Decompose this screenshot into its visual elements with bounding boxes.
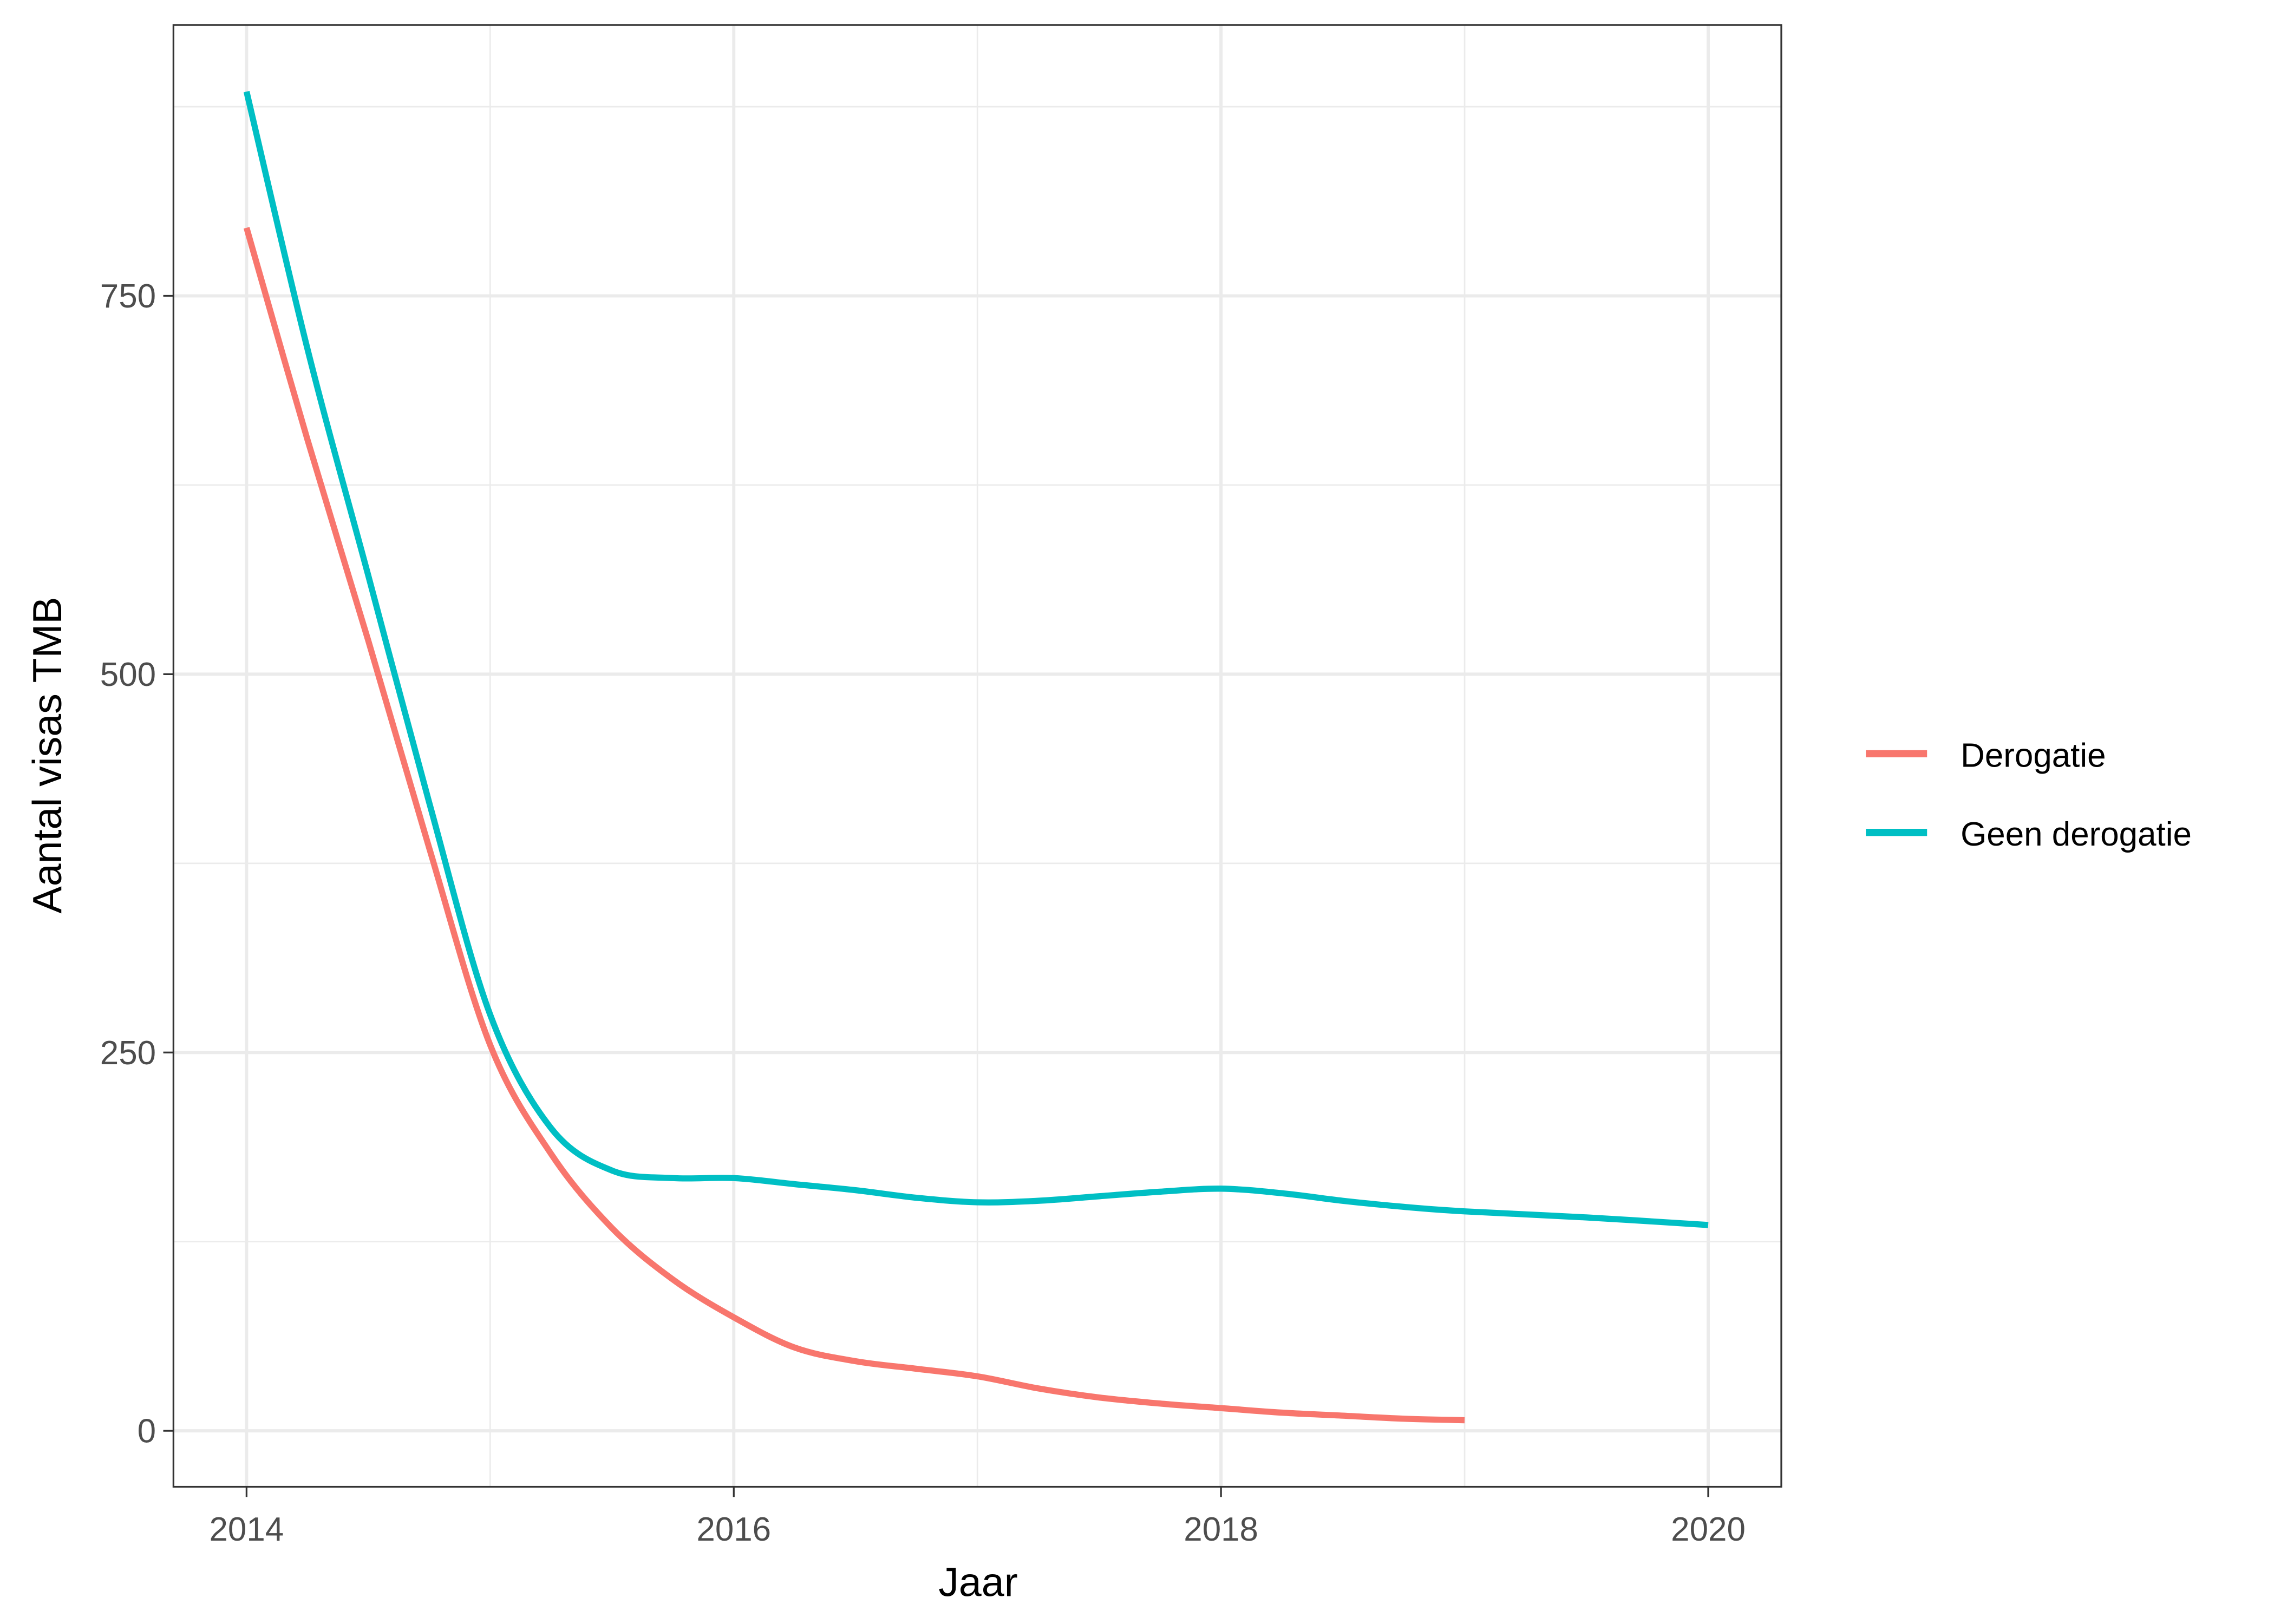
y-tick-label: 750 xyxy=(100,278,156,315)
legend-label-geen-derogatie: Geen derogatie xyxy=(1961,816,2192,853)
x-axis-label: Jaar xyxy=(938,1559,1018,1605)
panel-border xyxy=(172,24,1782,1488)
y-axis-label: Aantal visas TMB xyxy=(24,597,70,913)
gridlines xyxy=(173,25,1782,1487)
y-tick-label: 250 xyxy=(100,1034,156,1072)
x-tick-label: 2018 xyxy=(1184,1511,1258,1548)
legend: Derogatie Geen derogatie xyxy=(1866,737,2192,853)
axes: 2014 2016 2018 2020 0 250 500 750 xyxy=(100,278,1746,1548)
legend-label-derogatie: Derogatie xyxy=(1961,737,2106,775)
x-tick-label: 2020 xyxy=(1671,1511,1746,1548)
y-tick-label: 500 xyxy=(100,656,156,693)
series-lines xyxy=(243,90,1709,1424)
x-tick-label: 2016 xyxy=(696,1511,771,1548)
series-line-derogatie xyxy=(243,227,1465,1424)
series-line-geen-derogatie xyxy=(243,90,1709,1228)
x-tick-label: 2014 xyxy=(210,1511,284,1548)
y-tick-label: 0 xyxy=(138,1413,156,1450)
